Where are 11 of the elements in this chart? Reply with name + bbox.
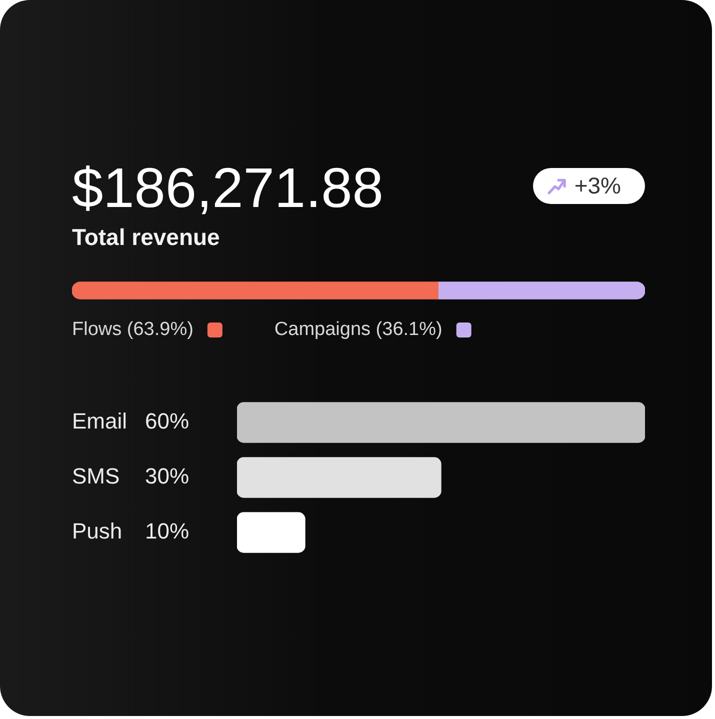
chart-subtitle: Total revenue	[72, 224, 220, 250]
data-label: 10%	[145, 518, 190, 544]
y-tick-label: Email	[72, 408, 128, 434]
data-label: 60%	[145, 408, 190, 434]
data-label: 30%	[145, 464, 190, 489]
y-tick-label: Push	[72, 518, 122, 544]
text: +3%	[574, 172, 622, 198]
y-tick-label: SMS	[72, 464, 120, 489]
chart-title: $186,271.88	[72, 156, 384, 219]
legend-label: Flows (63.9%)	[72, 319, 194, 340]
legend-label: Campaigns (36.1%)	[274, 319, 442, 340]
